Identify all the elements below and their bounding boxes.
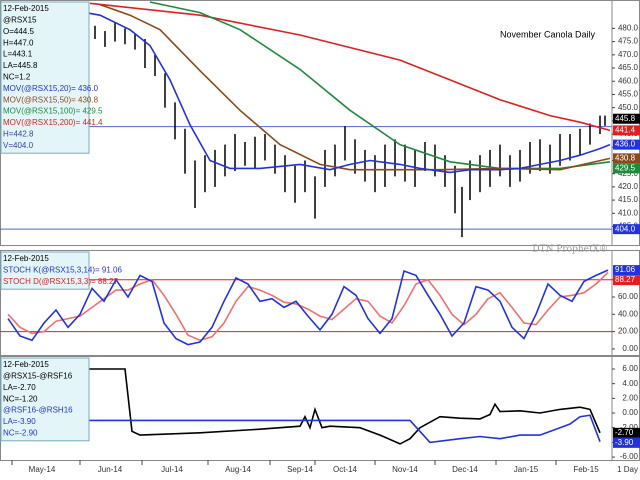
x-tick-label: Aug-14 [225,465,251,474]
value-marker-label: 91.06 [615,265,636,274]
info-text: NC=-2.90 [3,429,38,438]
info-text: NC=-1.20 [3,394,38,403]
watermark: DTN ProphetX® [532,245,608,255]
x-tick-label: May-14 [29,465,56,474]
info-text: V=404.0 [3,141,34,150]
info-text: 12-Feb-2015 [3,4,49,13]
y-tick-label: 20.00 [618,327,639,336]
value-marker-label: 436.0 [615,140,636,149]
x-tick-label: Jul-14 [161,465,183,474]
y-tick-label: 415.0 [618,195,639,204]
series-line [5,368,601,445]
info-text: @RSF16-@RSH16 [3,406,73,415]
value-marker-label: -3.90 [615,438,634,447]
info-text: L=443.1 [3,50,33,59]
info-text: MOV(@RSX15,100)= 429.5 [3,107,103,116]
y-tick-label: 410.0 [618,208,639,217]
y-tick-label: 450.0 [618,103,639,112]
y-tick-label: -6.00 [620,452,639,461]
y-tick-label: 475.0 [618,37,639,46]
series-line [7,271,609,342]
y-tick-label: 460.0 [618,76,639,85]
info-text: O=444.5 [3,27,34,36]
x-tick-label: Sep-14 [287,465,313,474]
info-text: H=447.0 [3,38,34,47]
info-box [0,357,90,442]
info-text: STOCH K(@RSX15,3,14)= 91.06 [3,266,122,275]
value-marker [613,275,640,286]
info-text: 12-Feb-2015 [3,360,49,369]
value-marker [613,139,640,150]
y-tick-label: 420.0 [618,182,639,191]
chart-title: November Canola Daily [500,29,596,39]
y-tick-label: 480.0 [618,24,639,33]
x-tick-label: Jan-15 [514,465,539,474]
y-tick-label: 0.00 [622,408,638,417]
y-tick-label: -2.00 [620,423,639,432]
y-tick-label: 2.00 [622,393,638,402]
x-axis-label: 1 Day [617,465,638,474]
y-tick-label: 60.00 [618,292,639,301]
y-tick-label: 470.0 [618,50,639,59]
info-text: 12-Feb-2015 [3,254,49,263]
info-box [0,251,90,290]
info-text: STOCH D(@RSX15,3,3)= 88.27 [3,277,118,286]
x-tick-label: Nov-14 [392,465,418,474]
series-line [7,269,609,346]
value-marker [613,125,640,136]
info-text: LA=-3.90 [3,417,36,426]
series-line [69,9,611,174]
info-text: LA=445.8 [3,61,38,70]
series-line [99,3,611,171]
series-line [89,2,611,132]
info-text: MOV(@RSX15,200)= 441.4 [3,118,103,127]
value-marker-label: 404.0 [615,224,636,233]
value-marker-label: 441.4 [615,125,636,134]
value-marker-label: -2.70 [615,428,634,437]
info-text: @RSX15-@RSF16 [3,372,73,381]
info-text: @RSX15 [3,16,37,25]
x-tick-label: Dec-14 [452,465,478,474]
y-tick-label: 455.0 [618,90,639,99]
y-tick-label: 0.00 [622,344,638,353]
x-tick-label: Jun-14 [98,465,123,474]
value-marker [613,427,640,438]
value-marker [613,437,640,448]
y-tick-label: 4.00 [622,379,638,388]
y-tick-label: 465.0 [618,63,639,72]
value-marker-label: 430.8 [615,153,636,162]
info-box [0,1,90,154]
y-tick-label: 6.00 [622,364,638,373]
value-marker [613,113,640,124]
info-text: NC=1.2 [3,73,31,82]
value-marker [613,224,640,235]
value-marker-label: 88.27 [615,275,636,284]
value-marker-label: 429.5 [615,163,636,172]
info-text: MOV(@RSX15,20)= 436.0 [3,84,99,93]
x-tick-label: Oct-14 [333,465,358,474]
value-marker [613,163,640,174]
x-tick-label: Feb-15 [573,465,599,474]
value-marker-label: 445.8 [615,114,636,123]
y-tick-label: 40.00 [618,309,639,318]
series-line [5,414,601,444]
info-text: MOV(@RSX15,50)= 430.8 [3,95,99,104]
info-text: LA=-2.70 [3,383,36,392]
info-text: H=442.8 [3,130,34,139]
value-marker [613,153,640,164]
value-marker [613,265,640,276]
